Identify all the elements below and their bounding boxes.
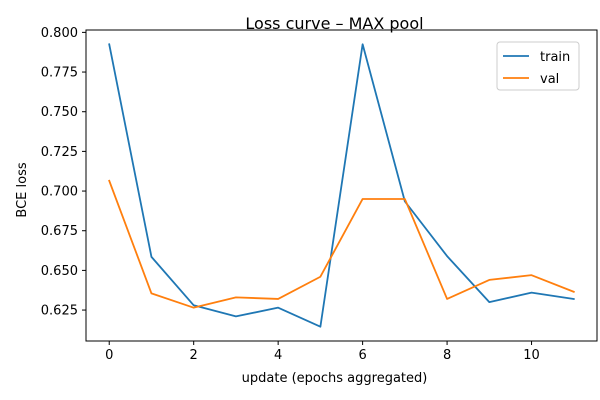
x-tick-label: 8 xyxy=(443,348,451,363)
y-tick-label: 0.750 xyxy=(41,105,78,120)
axes-frame xyxy=(85,29,598,342)
legend-label-train: train xyxy=(540,50,570,65)
x-tick-label: 4 xyxy=(274,348,282,363)
x-tick-label: 6 xyxy=(358,348,366,363)
y-axis-label: BCE loss xyxy=(15,162,30,217)
series-line-train xyxy=(108,43,575,328)
plot-area: 0 2 4 6 8 10 0.6250.6500.6750.7000.7250.7500.… xyxy=(41,26,598,363)
y-tick-label: 0.675 xyxy=(41,224,78,239)
x-axis-label: update (epochs aggregated) xyxy=(242,371,428,386)
x-axis-ticks: 0 2 4 6 8 10 xyxy=(105,341,540,363)
series-line-val xyxy=(108,179,575,309)
x-tick-label: 2 xyxy=(190,348,198,363)
y-tick-label: 0.725 xyxy=(41,145,78,160)
x-tick-label: 10 xyxy=(523,348,540,363)
x-tick-label: 0 xyxy=(105,348,113,363)
y-tick-label: 0.800 xyxy=(41,26,78,41)
series-layer xyxy=(108,43,575,328)
y-tick-label: 0.775 xyxy=(41,66,78,81)
legend-label-val: val xyxy=(540,72,559,87)
y-tick-label: 0.625 xyxy=(41,304,78,319)
y-axis-ticks: 0.625 0.650 0.675 0.700 0.725 0.750 0.775 0.800 xyxy=(41,26,86,319)
y-tick-label: 0.700 xyxy=(41,185,78,200)
legend: train val xyxy=(496,41,580,91)
y-tick-label: 0.650 xyxy=(41,264,78,279)
chart-title: Loss curve – MAX pool xyxy=(245,14,423,33)
